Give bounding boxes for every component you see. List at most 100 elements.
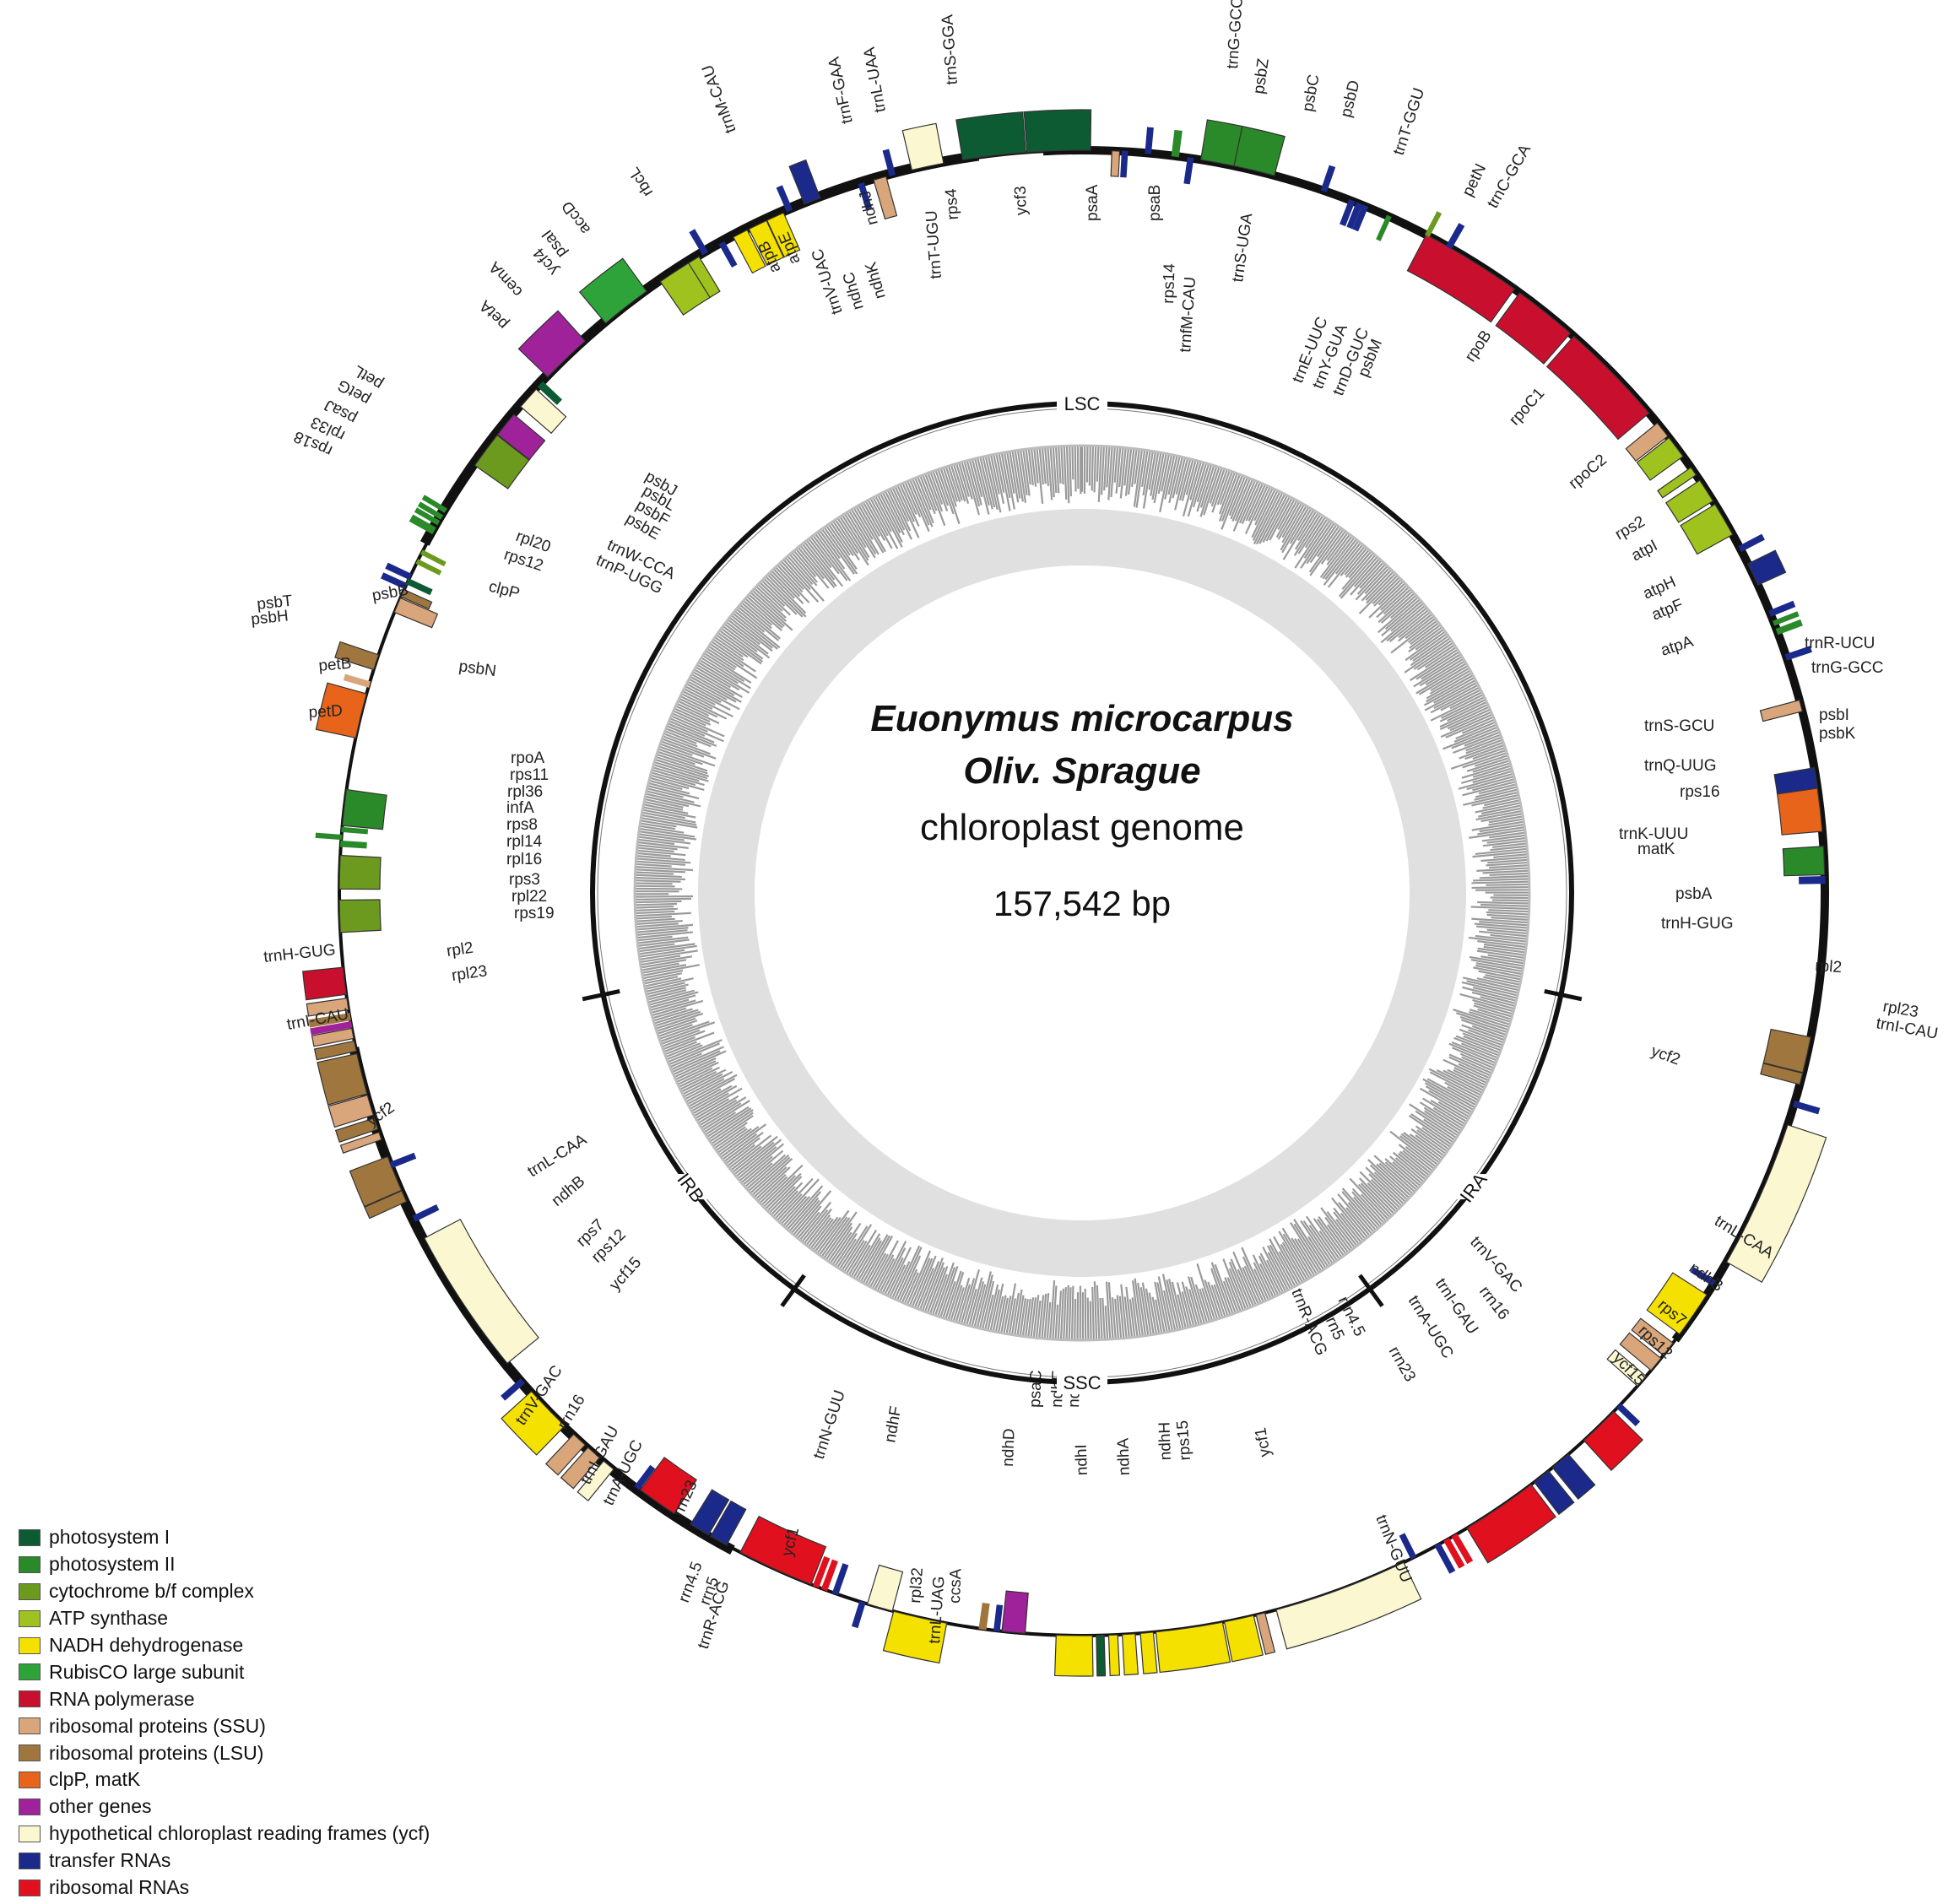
- gene-ndhg: [1121, 1633, 1139, 1676]
- gene-rps12: [343, 673, 371, 688]
- legend-swatch: [19, 1744, 41, 1762]
- gene-trni-gau: [1551, 1453, 1596, 1500]
- gene-label: ndhF: [881, 1405, 905, 1444]
- gene-trnd-guc: [1352, 204, 1369, 232]
- legend-item: photosystem I: [19, 1524, 430, 1551]
- species-name: Euonymus microcarpus: [870, 698, 1293, 739]
- gene-psbf: [414, 507, 441, 526]
- gene-trne-uuc: [1340, 199, 1356, 227]
- gc-content-ring: [597, 408, 1567, 1378]
- gene-matk: [1776, 786, 1823, 836]
- gene-label: psbT: [256, 592, 294, 614]
- gene-label: rrn16: [554, 1392, 588, 1433]
- gene-rpl23: [1760, 1063, 1804, 1085]
- gene-label: matK: [1637, 841, 1675, 858]
- gene-rpoc2: [1545, 335, 1650, 441]
- gene-label: trnK-UUU: [1619, 825, 1688, 843]
- legend-item: ribosomal RNAs: [19, 1874, 430, 1901]
- gene-rps7: [544, 1433, 587, 1476]
- gene-rpl33: [400, 588, 433, 610]
- gene-psab: [1023, 109, 1092, 154]
- gene-label: trnfM-CAU: [1177, 276, 1199, 353]
- gene-label: accD: [559, 197, 594, 237]
- gene-rrn16: [1583, 1410, 1644, 1472]
- legend-label: ribosomal proteins (SSU): [49, 1714, 266, 1737]
- svg-text:LSC: LSC: [1064, 393, 1101, 414]
- gene-label: trnL-CAA: [525, 1131, 591, 1181]
- gene-atph: [1657, 467, 1697, 499]
- legend-swatch: [19, 1879, 41, 1896]
- gene-trng-gcc: [1747, 549, 1787, 586]
- gene-petl: [419, 549, 447, 567]
- legend-label: NADH dehydrogenase: [49, 1634, 244, 1656]
- species-author: Oliv. Sprague: [963, 750, 1200, 792]
- gene-ndhj: [766, 212, 801, 258]
- gene-trny-gua: [1346, 202, 1363, 230]
- gene-petn: [1425, 211, 1442, 237]
- gene-trna-ugc: [1533, 1470, 1575, 1516]
- legend-item: RubisCO large subunit: [19, 1658, 430, 1685]
- legend-swatch: [19, 1555, 41, 1573]
- gene-label: trnM-CAU: [699, 62, 740, 136]
- gene-rps12: [1619, 1332, 1662, 1371]
- legend-swatch: [19, 1528, 41, 1546]
- gene-trng-gcc: [1145, 127, 1154, 154]
- gene-label: ndhI: [1073, 1444, 1091, 1476]
- gene-psbj: [421, 495, 447, 513]
- gene-rpl22: [334, 1117, 379, 1143]
- gene-label: ndhD: [999, 1428, 1019, 1467]
- gene-label: rpl14: [506, 833, 543, 851]
- gene-psai: [537, 381, 562, 405]
- gene-rps18: [393, 597, 439, 629]
- gene-psbk: [1775, 619, 1803, 636]
- gene-ycf1: [866, 1564, 904, 1612]
- gene-ycf4: [520, 388, 567, 435]
- legend-label: RubisCO large subunit: [49, 1660, 245, 1683]
- legend-swatch: [19, 1609, 41, 1627]
- gene-rrn5: [1443, 1538, 1465, 1569]
- gene-trnn-guu: [1399, 1533, 1417, 1560]
- legend-label: photosystem II: [49, 1553, 176, 1576]
- region-markers: LSC IRA SSC IRB: [582, 390, 1583, 1394]
- gene-ycf1: [1275, 1561, 1422, 1650]
- gene-psaa: [955, 111, 1026, 161]
- gene-label: psbK: [1819, 725, 1856, 743]
- gene-label: petN: [1459, 161, 1490, 199]
- gene-psac: [1096, 1634, 1107, 1677]
- gene-trnn-guu: [851, 1600, 866, 1629]
- gene-label: atpF: [1649, 596, 1686, 625]
- gene-label: rpoA: [511, 749, 544, 767]
- gene-label: psaB: [1146, 185, 1164, 221]
- gene-petg: [415, 559, 442, 576]
- gene-petb: [338, 854, 382, 890]
- legend-label: ribosomal RNAs: [49, 1876, 190, 1899]
- legend-item: transfer RNAs: [19, 1847, 430, 1874]
- gene-infa: [310, 1020, 353, 1036]
- gene-psaj: [405, 578, 433, 596]
- gene-psbb: [341, 788, 387, 830]
- gene-label: trnT-UGU: [923, 210, 945, 280]
- region-label-ira: IRA: [1448, 1169, 1499, 1207]
- gene-accd: [517, 310, 587, 378]
- gene-label: psbC: [1299, 73, 1323, 113]
- gene-cema: [496, 414, 546, 461]
- gene-label: ycf1: [1252, 1426, 1275, 1458]
- legend-swatch: [19, 1717, 41, 1735]
- region-label-irb: IRB: [665, 1169, 717, 1207]
- gene-trnm-cau: [689, 229, 709, 256]
- gene-clpp: [315, 682, 367, 738]
- gene-label: rps11: [510, 766, 549, 784]
- gene-ndhk: [748, 219, 785, 267]
- gene-ndha: [1155, 1621, 1231, 1674]
- gene-rps8: [311, 1027, 355, 1047]
- gene-label: rrn23: [1385, 1344, 1419, 1385]
- gene-trns-gcu: [1768, 600, 1796, 617]
- region-tick: [780, 1274, 806, 1307]
- region-tick: [582, 988, 620, 1002]
- gene-ndhh: [1223, 1615, 1264, 1663]
- gene-label: trnS-GCU: [1644, 717, 1714, 735]
- gene-psbd: [1233, 125, 1286, 176]
- gene-ndhc: [733, 229, 766, 274]
- gene-rrn4-5: [812, 1555, 831, 1588]
- gene-trns-gga: [882, 149, 896, 176]
